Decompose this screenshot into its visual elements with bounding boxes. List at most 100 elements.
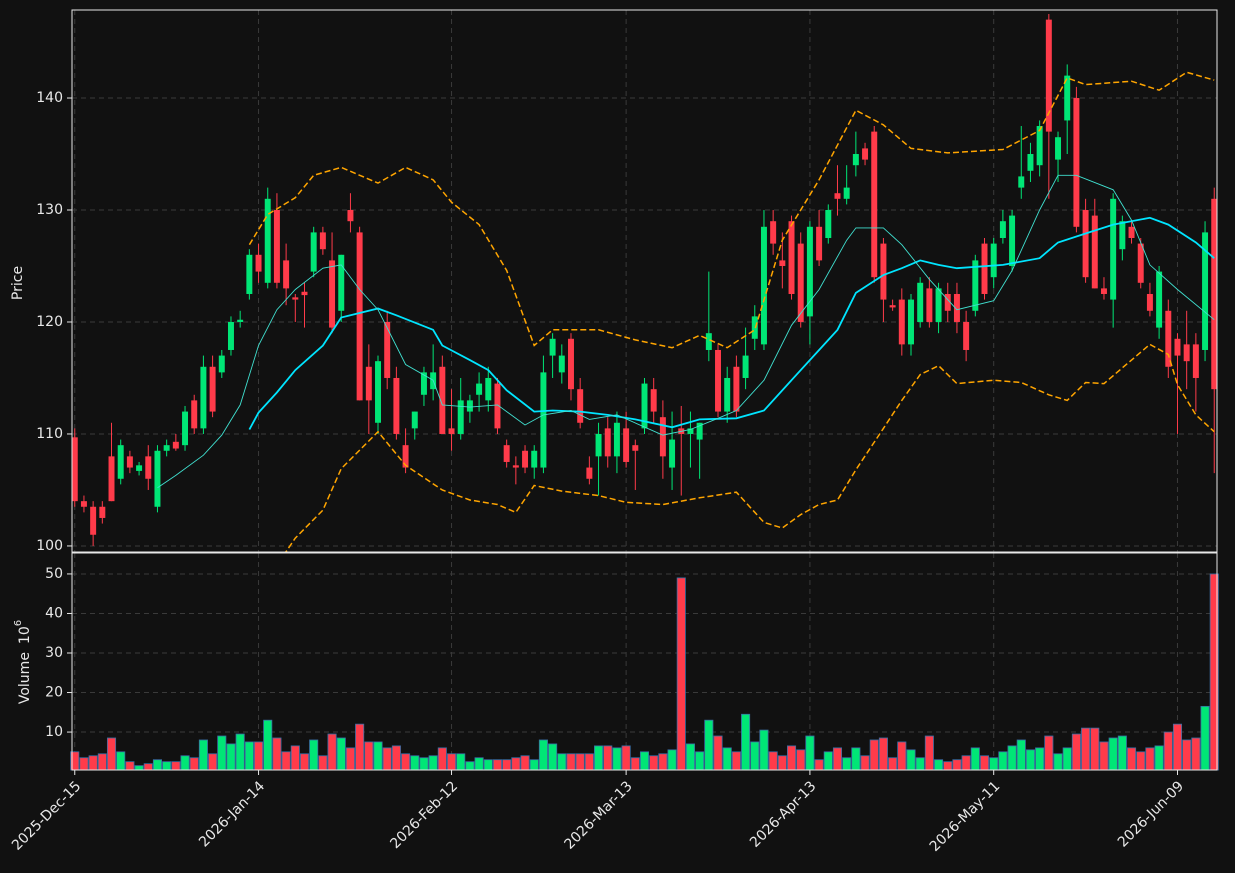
candle-body — [319, 232, 326, 250]
candle-body — [613, 422, 620, 457]
volume-bar — [594, 745, 604, 771]
volume-bar — [511, 757, 521, 771]
volume-bar — [805, 735, 815, 771]
candle-body — [724, 377, 731, 412]
candle-body — [99, 506, 106, 518]
candle-body — [255, 254, 262, 272]
volume-bar — [1108, 737, 1118, 771]
candle-body — [1018, 176, 1025, 188]
candle-body — [742, 355, 749, 378]
volume-bar — [520, 755, 530, 771]
volume-bar — [1035, 747, 1045, 771]
candle-body — [1064, 75, 1071, 121]
volume-bar — [88, 755, 98, 771]
candle-body — [999, 221, 1006, 238]
candle-body — [1165, 310, 1172, 367]
candle-body — [531, 450, 538, 468]
candle-body — [126, 456, 133, 468]
candle-body — [816, 226, 823, 261]
price-panel — [72, 14, 1217, 552]
candle-body — [963, 321, 970, 350]
volume-bar — [171, 761, 181, 771]
y2-tick-label: 40 — [45, 605, 63, 621]
candle-body — [80, 501, 87, 507]
candle-body — [494, 383, 501, 429]
volume-bar — [1062, 747, 1072, 771]
candle-body — [1128, 226, 1135, 238]
volume-bar — [1053, 753, 1063, 771]
candle-body — [981, 243, 988, 294]
candle-body — [476, 383, 483, 395]
y-axis-label: Price — [10, 266, 26, 300]
candle-body — [273, 210, 280, 283]
y2-axis-label: Volume 106 — [13, 620, 33, 704]
volume-bar — [419, 757, 429, 771]
volume-bar — [428, 755, 438, 771]
volume-bar — [768, 751, 778, 771]
candle-body — [834, 193, 841, 199]
candle-body — [402, 445, 409, 468]
candle-body — [733, 366, 740, 412]
candle-body — [687, 428, 694, 434]
candle-body — [136, 465, 143, 471]
candle-body — [577, 389, 584, 423]
candle-body — [659, 417, 666, 457]
volume-bar — [557, 753, 567, 771]
candle-body — [384, 321, 391, 378]
volume-bar — [621, 745, 631, 771]
y-tick-label: 130 — [36, 202, 63, 218]
candle-body — [917, 282, 924, 322]
volume-bar — [741, 713, 751, 771]
volume-bar — [704, 719, 714, 771]
candle-body — [1027, 154, 1034, 171]
overlay-line — [157, 174, 1215, 489]
volume-bar — [162, 761, 172, 771]
price-frame — [71, 9, 1218, 553]
y2-exponent: 6 — [13, 620, 24, 626]
volume-bar — [1081, 727, 1091, 771]
volume-bar — [263, 719, 273, 771]
candle-body — [1110, 198, 1117, 300]
candle-body — [393, 377, 400, 434]
y2-tick-label: 20 — [45, 685, 63, 701]
volume-bar — [391, 745, 401, 771]
volume-bar — [970, 747, 980, 771]
volume-bar — [1071, 733, 1081, 771]
candle-body — [90, 506, 97, 535]
y-tick-label: 120 — [36, 314, 63, 330]
candle-body — [871, 131, 878, 278]
volume-bar — [437, 747, 447, 771]
volume-bar — [832, 747, 843, 771]
volume-bar — [198, 739, 208, 771]
volume-bar — [759, 729, 769, 771]
volume-bar — [152, 759, 162, 771]
candle-body — [145, 456, 152, 479]
volume-bar — [474, 757, 484, 771]
volume-bar — [1016, 739, 1026, 771]
volume-bar — [943, 761, 953, 771]
volume-bar — [1154, 745, 1164, 771]
volume-bar — [235, 733, 245, 771]
volume-bar — [639, 751, 650, 771]
volume-bar — [548, 743, 558, 771]
volume-bar — [786, 745, 797, 771]
volume-bar — [1127, 747, 1137, 771]
candle-body — [365, 366, 372, 401]
volume-bar — [1172, 723, 1183, 771]
volume-bar — [1090, 727, 1100, 771]
candle-body — [898, 299, 905, 345]
volume-bar — [842, 757, 852, 771]
volume-bar — [309, 739, 319, 771]
volume-bar — [1145, 747, 1155, 771]
volume-bar — [502, 759, 512, 771]
candle-body — [1055, 137, 1062, 160]
volume-bar — [327, 733, 337, 771]
volume-bar — [97, 753, 107, 771]
y2-tick-label: 50 — [45, 566, 63, 582]
volume-bar — [538, 739, 548, 771]
volume-bar — [373, 741, 383, 771]
candle-body — [595, 433, 602, 457]
volume-bar — [584, 753, 594, 771]
volume-bar — [566, 753, 576, 771]
candle-body — [862, 148, 869, 160]
